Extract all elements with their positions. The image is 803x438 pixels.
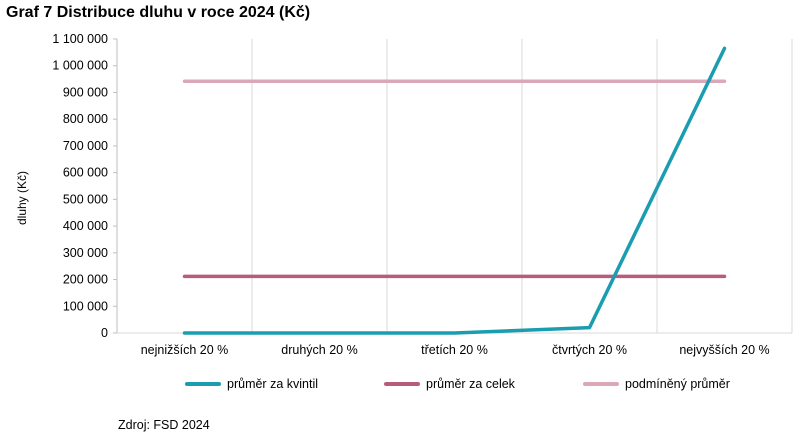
x-tick-label: nejnižších 20 % — [141, 343, 229, 357]
legend-label: průměr za kvintil — [227, 377, 318, 391]
legend-item-podmineny-prumer: podmíněný průměr — [583, 372, 730, 396]
y-tick-label: 500 000 — [63, 192, 108, 206]
y-tick-label: 800 000 — [63, 112, 108, 126]
y-tick-label: 1 000 000 — [52, 59, 108, 73]
y-tick-label: 200 000 — [63, 273, 108, 287]
y-tick-label: 700 000 — [63, 139, 108, 153]
legend-item-prumer-za-kvintil: průměr za kvintil — [185, 372, 318, 396]
x-tick-label: nejvyšších 20 % — [679, 343, 769, 357]
source-note: Zdroj: FSD 2024 — [118, 418, 210, 432]
x-tick-label: třetích 20 % — [421, 343, 488, 357]
legend-label: podmíněný průměr — [625, 377, 730, 391]
y-tick-label: 900 000 — [63, 85, 108, 99]
x-tick-label: druhých 20 % — [281, 343, 357, 357]
y-tick-label: 600 000 — [63, 166, 108, 180]
legend-label: průměr za celek — [426, 377, 515, 391]
legend-swatch — [384, 382, 420, 386]
series-line-průměr-za-kvintil — [182, 46, 727, 335]
y-tick-label: 1 100 000 — [52, 32, 108, 46]
y-tick-label: 100 000 — [63, 299, 108, 313]
legend-swatch — [185, 382, 221, 386]
chart-legend: průměr za kvintil průměr za celek podmín… — [0, 372, 803, 396]
legend-item-prumer-za-celek: průměr za celek — [384, 372, 515, 396]
x-tick-label: čtvrtých 20 % — [552, 343, 627, 357]
y-tick-label: 300 000 — [63, 246, 108, 260]
chart-title: Graf 7 Distribuce dluhu v roce 2024 (Kč) — [6, 4, 311, 21]
legend-swatch — [583, 382, 619, 386]
y-tick-label: 400 000 — [63, 219, 108, 233]
y-tick-label: 0 — [101, 326, 108, 340]
